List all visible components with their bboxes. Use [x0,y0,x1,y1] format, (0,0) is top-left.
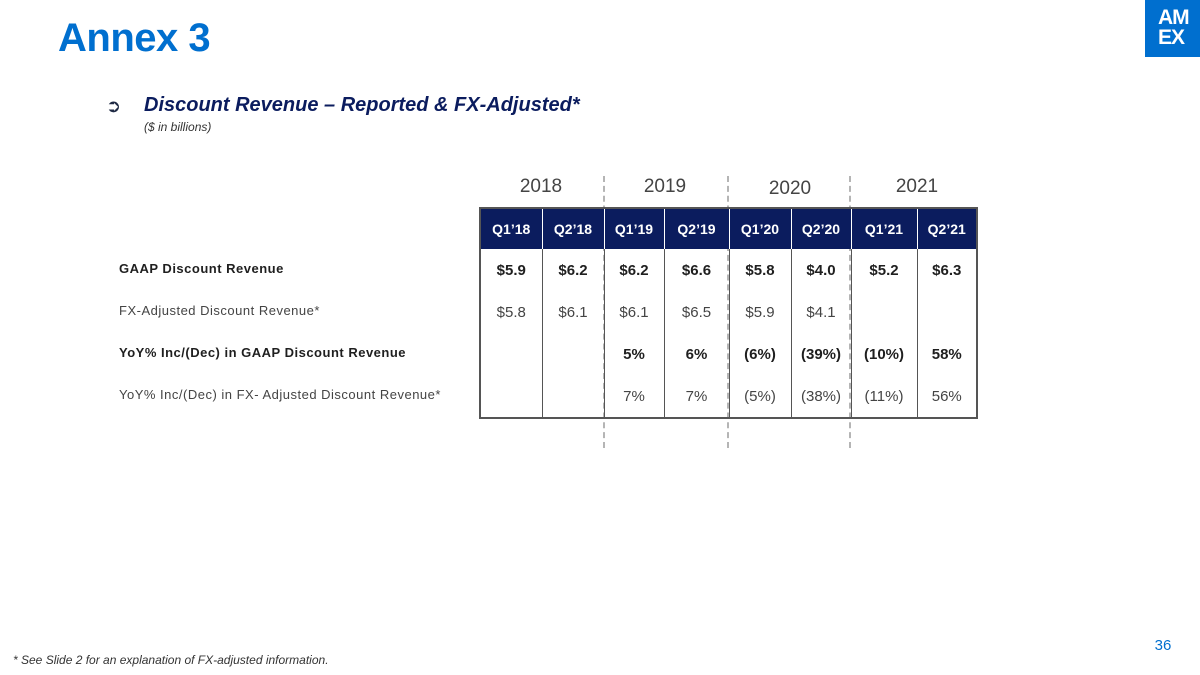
table-cell: $5.9 [496,261,526,279]
table-row: 7% 7% (5%) (38%) (11%) 56% [480,375,977,418]
table-cell: 7% [663,375,729,418]
table-cell [541,375,604,418]
table-cell: $5.8 [728,249,791,291]
table-cell: $6.5 [663,291,729,333]
column-header: Q1’18 [480,208,542,249]
year-label: 2018 [519,176,563,197]
table-cell: (6%) [728,333,791,375]
column-header: Q1’20 [728,208,791,249]
arrow-right-circle-icon: ➲ [106,96,122,116]
year-label: 2021 [895,176,939,197]
column-header: Q1’19 [603,208,664,249]
table-cell [541,333,604,375]
units-note: ($ in billions) [144,120,212,134]
logo-line-2: EX [1158,26,1185,49]
year-label: 2019 [643,176,687,197]
table-cell: $6.3 [916,249,977,291]
table-cell: $5.2 [850,249,917,291]
column-header: Q2’21 [916,208,977,249]
page-number: 36 [1154,637,1172,654]
table-cell: $6.2 [603,249,664,291]
table-cell: $6.2 [541,249,604,291]
table-cell [850,291,917,333]
table-cell: 6% [663,333,729,375]
section-subtitle: Discount Revenue – Reported & FX-Adjuste… [144,94,580,116]
table-row: $5.9 $6.2 $6.2 $6.6 $5.8 $4.0 $5.2 $6.3 [480,249,977,291]
footnote: * See Slide 2 for an explanation of FX-a… [13,653,329,667]
table-cell: $4.1 [790,291,851,333]
table-cell: 56% [916,375,977,418]
logo-line-1: AM [1158,6,1190,29]
row-label-yoy-fx: YoY% Inc/(Dec) in FX- Adjusted Discount … [119,387,441,402]
table-header-row: Q1’18 Q2’18 Q1’19 Q2’19 Q1’20 Q2’20 Q1’2… [480,208,977,249]
table-cell: (38%) [790,375,851,418]
table-cell: 5% [603,333,664,375]
table-cell: $5.9 [728,291,791,333]
table-cell: $6.1 [541,291,604,333]
table-row: $5.8 $6.1 $6.1 $6.5 $5.9 $4.1 [480,291,977,333]
column-header: Q2’19 [663,208,729,249]
table-cell: $4.0 [790,249,851,291]
table-cell: 58% [916,333,977,375]
amex-logo: AM EX [1145,0,1200,57]
row-label-yoy-gaap: YoY% Inc/(Dec) in GAAP Discount Revenue [119,345,407,360]
table-cell: (10%) [850,333,917,375]
table-cell: (11%) [850,375,917,418]
discount-revenue-table: Q1’18 Q2’18 Q1’19 Q2’19 Q1’20 Q2’20 Q1’2… [479,207,978,419]
table-row: 5% 6% (6%) (39%) (10%) 58% [480,333,977,375]
table-cell [916,291,977,333]
column-header: Q2’20 [790,208,851,249]
slide-title: Annex 3 [58,16,211,60]
table-cell: $6.6 [663,249,729,291]
table-cell: $6.1 [603,291,664,333]
year-label: 2020 [768,178,812,199]
row-label-fx-adjusted: FX-Adjusted Discount Revenue* [119,303,320,318]
table-cell: (39%) [790,333,851,375]
column-header: Q1’21 [850,208,917,249]
table-cell: $5.8 [496,303,526,321]
column-header: Q2’18 [541,208,604,249]
table-cell: (5%) [728,375,791,418]
row-label-gaap: GAAP Discount Revenue [119,261,284,276]
table-cell [480,375,542,418]
table-cell [480,333,542,375]
table-cell: 7% [603,375,664,418]
